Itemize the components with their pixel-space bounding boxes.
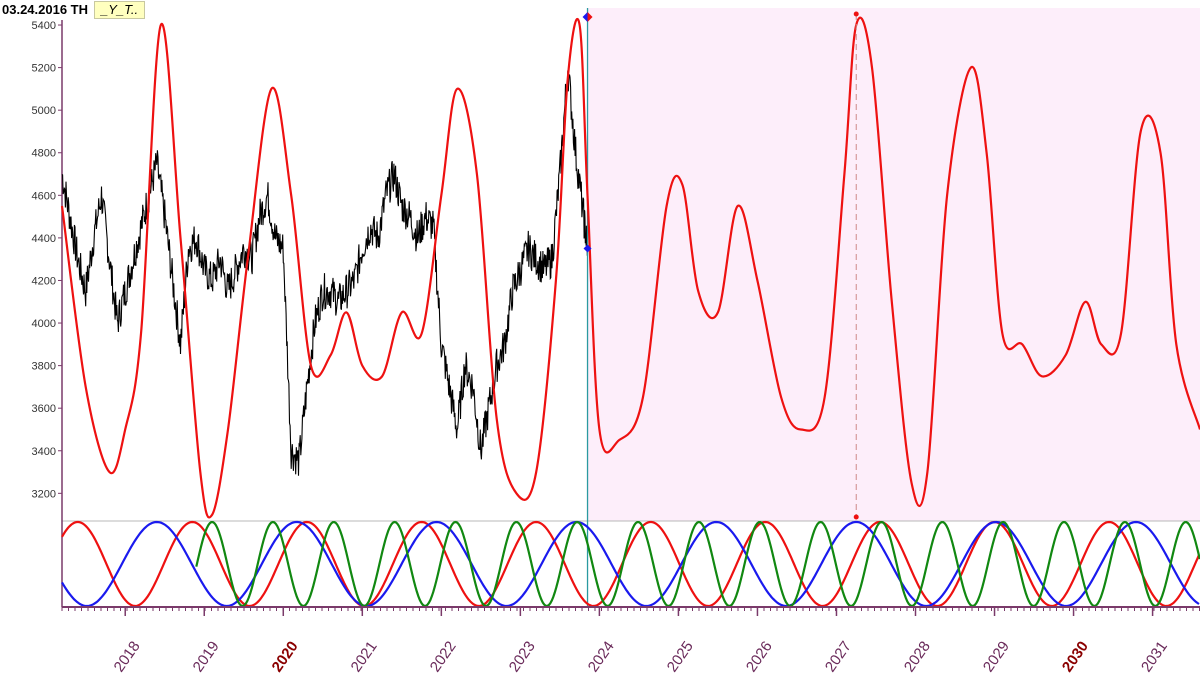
cycle-wave bbox=[61, 520, 1200, 608]
x-tick-label: 2029 bbox=[980, 638, 1013, 675]
x-tick-label: 2019 bbox=[190, 638, 223, 675]
markers-layer bbox=[582, 11, 859, 520]
x-tick-label: 2023 bbox=[506, 638, 539, 675]
forecast-series-layer bbox=[60, 16, 1200, 519]
y-axis: 3200 3400 3600 3800 4000 4200 4400 4600 4800 5000… bbox=[32, 20, 62, 500]
cycle-wave bbox=[195, 520, 1200, 608]
x-tick-label: 2027 bbox=[822, 638, 855, 675]
date-label: 03.24.2016 TH bbox=[0, 0, 93, 20]
x-tick-label: 2024 bbox=[585, 638, 618, 675]
y-tick-label: 5000 bbox=[32, 105, 56, 117]
x-tick-label: 2025 bbox=[664, 638, 697, 675]
y-tick-label: 4000 bbox=[32, 318, 56, 330]
cursor-handle-left[interactable] bbox=[582, 12, 588, 22]
y-tick-label: 4200 bbox=[32, 275, 56, 287]
x-tick-label: 2031 bbox=[1138, 638, 1171, 675]
indicator-tag[interactable]: _Y_T.. bbox=[94, 1, 146, 19]
x-tick-label: 2018 bbox=[111, 638, 144, 675]
x-tick-label: 2022 bbox=[427, 638, 460, 675]
x-tick-label: 2020 bbox=[269, 638, 302, 675]
y-tick-label: 4600 bbox=[32, 190, 56, 202]
y-tick-label: 3400 bbox=[32, 446, 56, 458]
y-tick-label: 5400 bbox=[32, 20, 56, 32]
x-tick-label: 2021 bbox=[348, 638, 381, 675]
x-tick-label: 2026 bbox=[743, 638, 776, 675]
y-tick-label: 4400 bbox=[32, 233, 56, 245]
x-axis: 2018 2019 2020 2021 2022 2023 2024 2025 2026 2027… bbox=[61, 606, 1200, 675]
y-tick-label: 3800 bbox=[32, 361, 56, 373]
cycle-panel bbox=[61, 520, 1200, 608]
marker-bottom-dot bbox=[853, 514, 859, 520]
chart-header: 03.24.2016 TH _Y_T.. bbox=[0, 0, 146, 20]
y-tick-label: 5200 bbox=[32, 63, 56, 75]
y-tick-label: 3200 bbox=[32, 488, 56, 500]
y-tick-label: 4800 bbox=[32, 148, 56, 160]
price-line bbox=[61, 70, 589, 476]
x-tick-label: 2028 bbox=[901, 638, 934, 675]
price-series-layer bbox=[61, 8, 589, 607]
marker-top-dot bbox=[853, 11, 859, 17]
y-tick-label: 3600 bbox=[32, 403, 56, 415]
cursor-handle-right[interactable] bbox=[587, 12, 593, 22]
forecast-line bbox=[60, 16, 1200, 519]
x-tick-label: 2030 bbox=[1059, 638, 1092, 675]
forecast-region bbox=[587, 8, 1200, 521]
price-end-marker bbox=[583, 244, 592, 253]
background-layer bbox=[61, 8, 1200, 607]
